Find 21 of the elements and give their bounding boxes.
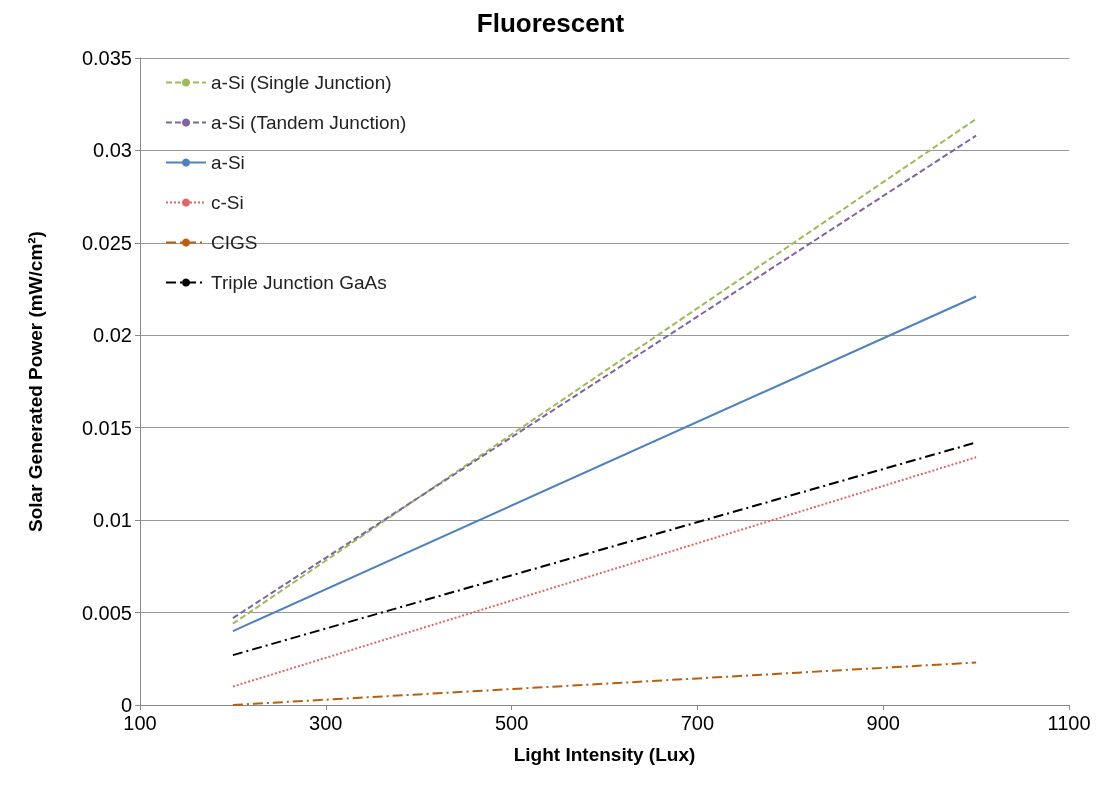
y-tick-label: 0.015 [81, 416, 132, 439]
x-axis-title: Light Intensity (Lux) [513, 744, 696, 765]
x-tick-label: 500 [494, 712, 529, 734]
x-tick-label: 900 [866, 712, 900, 734]
y-axis-title: Solar Generated Power (mW/cm²) [25, 231, 46, 532]
legend-label: a-Si (Single Junction) [211, 72, 392, 93]
legend-label: Triple Junction GaAs [211, 272, 387, 293]
legend-label: c-Si [211, 192, 244, 213]
y-tick-label: 0.01 [93, 509, 132, 532]
x-tick-label: 700 [680, 712, 715, 734]
chart-title: Fluorescent [476, 8, 625, 38]
legend-label: a-Si [211, 152, 245, 173]
x-tick-label: 300 [309, 712, 343, 734]
legend-label: CIGS [211, 232, 258, 253]
x-tick-label: 1100 [1047, 712, 1091, 734]
legend-label: a-Si (Tandem Junction) [211, 112, 407, 133]
y-tick-label: 0.025 [81, 231, 132, 254]
y-tick-label: 0.02 [93, 324, 132, 347]
y-tick-label: 0.035 [81, 47, 132, 69]
y-tick-label: 0.03 [93, 139, 132, 162]
y-tick-label: 0.005 [81, 601, 132, 624]
